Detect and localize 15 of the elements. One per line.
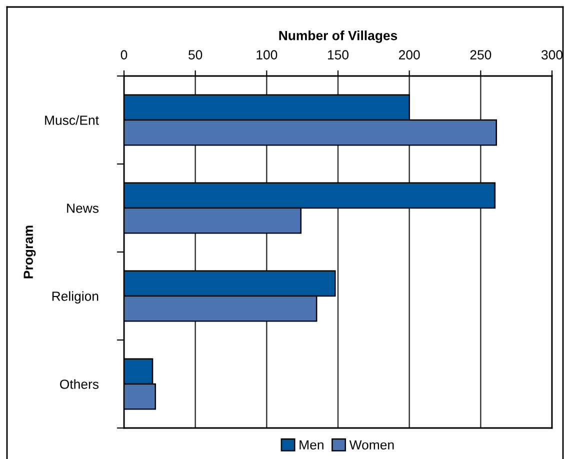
y-tick-label: Religion [52, 291, 98, 304]
x-tick-label: 0 [120, 50, 128, 60]
x-tick-label: 50 [188, 50, 202, 60]
y-tick-label: Musc/Ent [45, 115, 99, 125]
legend-label: Women [349, 440, 394, 450]
y-tick-label: Others [60, 379, 99, 389]
legend-label: Men [300, 440, 324, 450]
y-tick-label: News [67, 204, 99, 213]
x-tick-label: 250 [470, 50, 492, 60]
x-tick-label: 300 [541, 50, 562, 60]
x-tick-label: 150 [328, 50, 348, 60]
x-axis-title: Number of Villages [279, 30, 398, 43]
x-tick-label: 200 [398, 50, 420, 60]
y-axis-title: Program [24, 226, 36, 278]
x-tick-label: 100 [256, 50, 278, 60]
